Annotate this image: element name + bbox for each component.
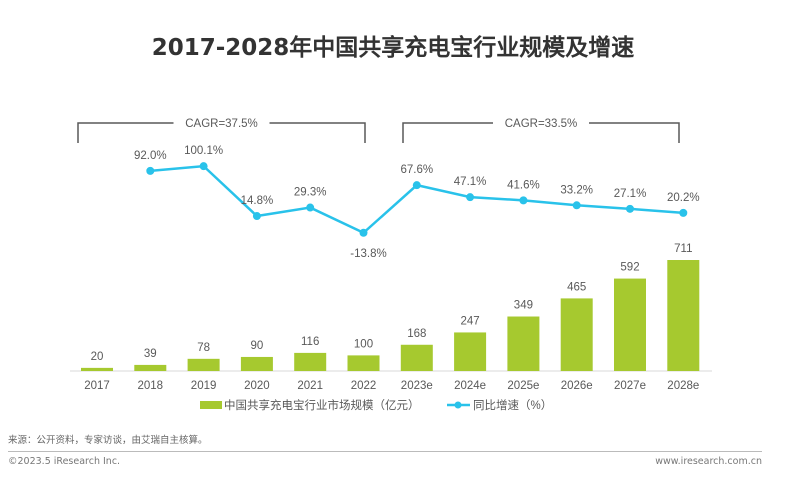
x-tick-label: 2019	[191, 380, 217, 392]
cagr-label: CAGR=33.5%	[505, 118, 578, 130]
x-tick-label: 2021	[297, 380, 323, 392]
bar-value-label: 247	[461, 315, 480, 327]
bar-value-label: 39	[144, 348, 157, 360]
chart-title: 2017-2028年中国共享充电宝行业规模及增速	[151, 35, 635, 61]
bar	[294, 352, 327, 371]
x-tick-label: 2017	[84, 380, 110, 392]
footer-divider	[8, 451, 762, 452]
growth-point	[519, 196, 528, 205]
bar	[454, 332, 487, 371]
growth-point	[572, 201, 581, 210]
bar	[560, 298, 593, 371]
growth-point	[199, 162, 208, 171]
bar-value-label: 711	[674, 243, 692, 255]
bar-value-label: 100	[354, 338, 373, 350]
x-tick-label: 2026e	[561, 380, 593, 392]
bar-value-label: 78	[197, 342, 210, 354]
x-tick-label: 2027e	[614, 380, 646, 392]
growth-value-label: 100.1%	[184, 145, 223, 157]
bar	[81, 367, 113, 371]
growth-value-label: 14.8%	[241, 195, 274, 207]
cagr-label: CAGR=37.5%	[185, 118, 258, 130]
source-note: 来源：公开资料，专家访谈，由艾瑞自主核算。	[8, 435, 208, 446]
growth-value-label: 33.2%	[560, 184, 593, 196]
bar-value-label: 592	[620, 262, 639, 274]
growth-point	[359, 228, 368, 237]
bar	[134, 364, 167, 371]
growth-point	[466, 193, 475, 202]
growth-point	[412, 181, 421, 190]
cagr-bracket	[402, 122, 680, 143]
growth-point	[626, 204, 634, 213]
growth-value-label: 92.0%	[134, 150, 167, 162]
legend-bar-swatch	[200, 401, 222, 409]
x-tick-label: 2024e	[454, 380, 486, 392]
growth-value-label: 20.2%	[667, 192, 700, 204]
bar-value-label: 20	[91, 351, 104, 363]
bar	[187, 358, 220, 371]
bar-value-label: 349	[514, 300, 533, 312]
cagr-bracket	[77, 122, 366, 143]
bar-value-label: 465	[567, 281, 586, 293]
bar	[667, 260, 700, 371]
x-tick-label: 2025e	[507, 380, 539, 392]
growth-point	[679, 208, 688, 217]
bar-value-label: 168	[407, 328, 426, 340]
bar-value-label: 116	[301, 336, 319, 348]
growth-value-label: -13.8%	[350, 248, 386, 260]
website-link[interactable]: www.iresearch.com.cn	[655, 456, 762, 467]
bar-value-label: 90	[251, 340, 264, 352]
growth-value-label: 29.3%	[294, 187, 327, 199]
legend-bar-label: 中国共享充电宝行业市场规模（亿元）	[224, 398, 420, 412]
growth-value-label: 67.6%	[400, 164, 433, 176]
growth-point	[146, 166, 155, 175]
x-tick-label: 2020	[244, 380, 270, 392]
x-tick-label: 2028e	[667, 380, 699, 392]
x-tick-label: 2018	[138, 380, 164, 392]
x-tick-label: 2022	[351, 380, 377, 392]
bar	[347, 355, 380, 371]
copyright: ©2023.5 iResearch Inc.	[8, 456, 121, 467]
growth-point	[306, 203, 315, 212]
growth-value-label: 47.1%	[454, 176, 487, 188]
bar	[507, 316, 540, 371]
growth-value-label: 41.6%	[507, 179, 540, 191]
bar	[400, 344, 433, 371]
bar	[240, 356, 273, 371]
growth-value-label: 27.1%	[614, 188, 647, 200]
chart: 2017 20 2018 39 2019 78 2020 90 2021 116 2022 100 20…	[70, 118, 712, 412]
legend-line-marker	[454, 401, 462, 409]
legend-line-label: 同比增速（%）	[473, 398, 552, 412]
bar	[614, 278, 646, 371]
growth-point	[252, 212, 261, 221]
x-tick-label: 2023e	[401, 380, 433, 392]
